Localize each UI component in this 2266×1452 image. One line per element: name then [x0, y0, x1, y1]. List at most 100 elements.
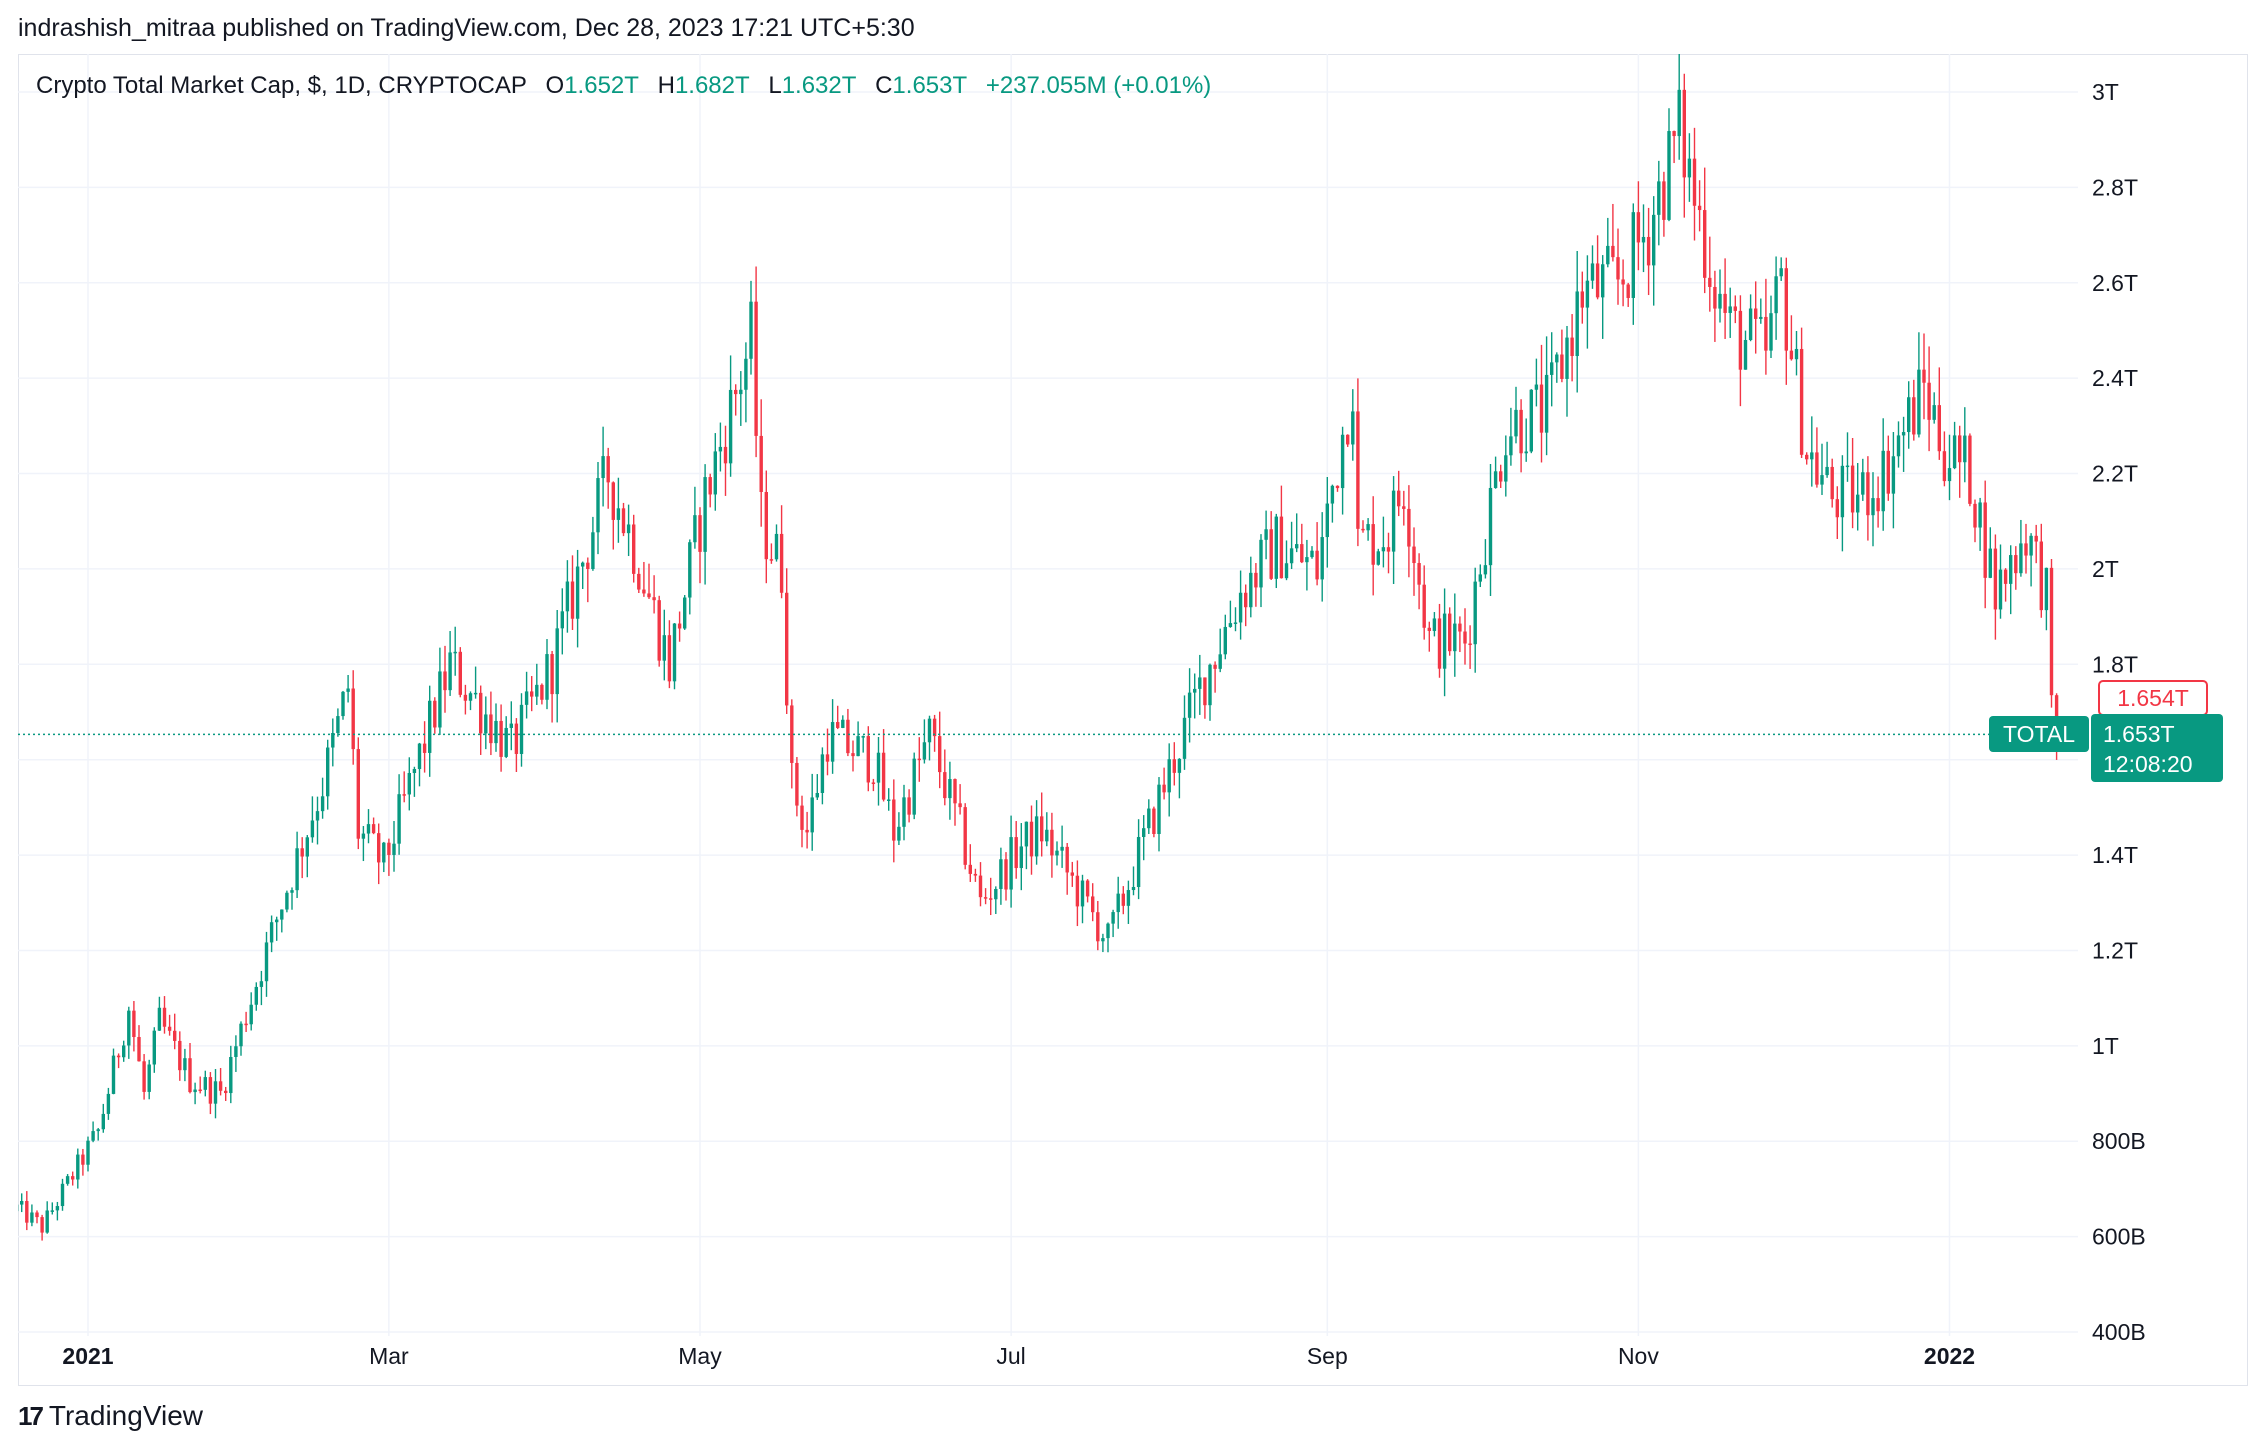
price-tick-label: 2T — [2092, 556, 2119, 582]
tradingview-logo[interactable]: 17 TradingView — [18, 1400, 203, 1432]
time-axis[interactable]: 2021 Mar May Jul Sep Nov 2022 — [62, 1343, 1975, 1369]
candle-body — [407, 772, 411, 795]
candle-body — [1881, 450, 1885, 512]
candle-body — [1096, 912, 1100, 942]
candle-body — [428, 700, 432, 753]
candle-body — [1641, 236, 1646, 243]
price-tick-label: 2.2T — [2092, 461, 2138, 487]
candle-body — [1442, 613, 1447, 669]
candle-body — [1478, 574, 1482, 582]
candle-body — [224, 1090, 228, 1094]
candle-body — [1121, 893, 1125, 906]
candle-body — [1310, 550, 1314, 558]
candle-body — [1845, 465, 1850, 468]
candle-body — [1779, 268, 1783, 277]
candle-body — [1269, 529, 1273, 579]
candle-body — [1784, 268, 1788, 351]
candle-body — [1223, 626, 1227, 655]
candle-body — [326, 747, 330, 797]
candle-body — [1080, 880, 1085, 907]
candle-body — [1524, 451, 1528, 454]
chart-frame — [18, 54, 2248, 1386]
candle-body — [667, 635, 672, 682]
candle-body — [111, 1055, 116, 1094]
candle-body — [341, 691, 345, 717]
candle-body — [1075, 875, 1080, 907]
candle-body — [1488, 487, 1493, 566]
last-price-tag-box — [2091, 714, 2223, 782]
candle-body — [560, 611, 564, 629]
candle-body — [1111, 912, 1115, 924]
candle-body — [1937, 405, 1941, 452]
candle-body — [1300, 544, 1304, 563]
time-tick-label: 2021 — [62, 1343, 113, 1369]
candle-body — [305, 837, 309, 857]
candle-body — [1060, 846, 1064, 851]
candle-body — [1590, 263, 1595, 281]
candle-body — [1249, 572, 1253, 608]
candle-body — [1356, 411, 1360, 529]
candle-body — [1978, 502, 1982, 528]
candle-body — [377, 833, 381, 863]
candle-body — [183, 1058, 187, 1071]
candle-body — [1437, 618, 1442, 669]
candle-body — [953, 779, 957, 804]
chart-canvas[interactable]: 3T 2.8T 2.6T 2.4T 2.2T 2T 1.8T 1.4T 1.2T 1T 800B 60… — [18, 54, 2248, 1386]
candle-body — [489, 714, 493, 744]
candle-body — [320, 796, 325, 812]
candle-body — [713, 451, 717, 495]
candle-body — [1876, 498, 1880, 512]
candle-body — [35, 1212, 39, 1218]
candle-body — [550, 654, 554, 695]
candle-body — [535, 684, 539, 697]
candle-body — [1769, 313, 1773, 351]
price-tick-label: 2.4T — [2092, 365, 2138, 391]
price-tick-label: 2.6T — [2092, 270, 2138, 296]
candle-body — [1912, 397, 1916, 435]
price-tick-label: 3T — [2092, 79, 2119, 105]
candle-body — [2034, 535, 2038, 542]
candle-body — [1371, 524, 1375, 565]
candle-body — [208, 1077, 213, 1104]
candle-body — [943, 772, 947, 799]
candle-body — [693, 515, 697, 543]
candle-body — [433, 700, 437, 728]
candle-body — [1662, 181, 1666, 220]
candle-body — [1417, 563, 1421, 585]
candle-body — [897, 826, 901, 841]
candle-body — [1626, 284, 1630, 298]
candle-body — [264, 942, 269, 982]
candle-body — [458, 651, 462, 695]
candle-body — [494, 720, 498, 744]
candle-body — [152, 1030, 156, 1065]
high-price-tag: 1.654T — [2117, 685, 2189, 711]
last-price-tag: 1.653T — [2103, 721, 2175, 747]
candle-body — [116, 1055, 121, 1058]
candle-body — [1254, 572, 1258, 588]
symbol-legend[interactable]: Crypto Total Market Cap, $, 1D, CRYPTOCA… — [36, 72, 1211, 100]
candle-body — [1886, 450, 1890, 494]
candle-body — [1402, 506, 1406, 509]
candle-body — [1091, 896, 1095, 913]
candle-body — [1509, 436, 1513, 456]
candle-body — [91, 1131, 95, 1141]
candle-body — [1748, 308, 1753, 341]
candle-body — [759, 435, 763, 493]
candle-body — [1055, 850, 1059, 856]
low-label: L — [768, 72, 782, 99]
candle-body — [1493, 471, 1498, 488]
candle-body — [1193, 688, 1197, 693]
candle-body — [285, 892, 289, 910]
candle-body — [698, 515, 702, 552]
candle-body — [1764, 316, 1768, 351]
candle-body — [50, 1210, 54, 1212]
candle-body — [387, 842, 391, 855]
symbol-name[interactable]: Crypto Total Market Cap, $, 1D, CRYPTOCA… — [36, 72, 527, 99]
price-axis[interactable]: 3T 2.8T 2.6T 2.4T 2.2T 2T 1.8T 1.4T 1.2T 1T 800B 60… — [2092, 79, 2146, 1345]
candle-body — [1952, 435, 1957, 469]
candle-body — [1453, 623, 1457, 652]
candle-body — [1896, 435, 1901, 457]
candle-body — [805, 829, 809, 833]
candle-body — [744, 358, 748, 390]
candle-body — [1601, 264, 1605, 298]
